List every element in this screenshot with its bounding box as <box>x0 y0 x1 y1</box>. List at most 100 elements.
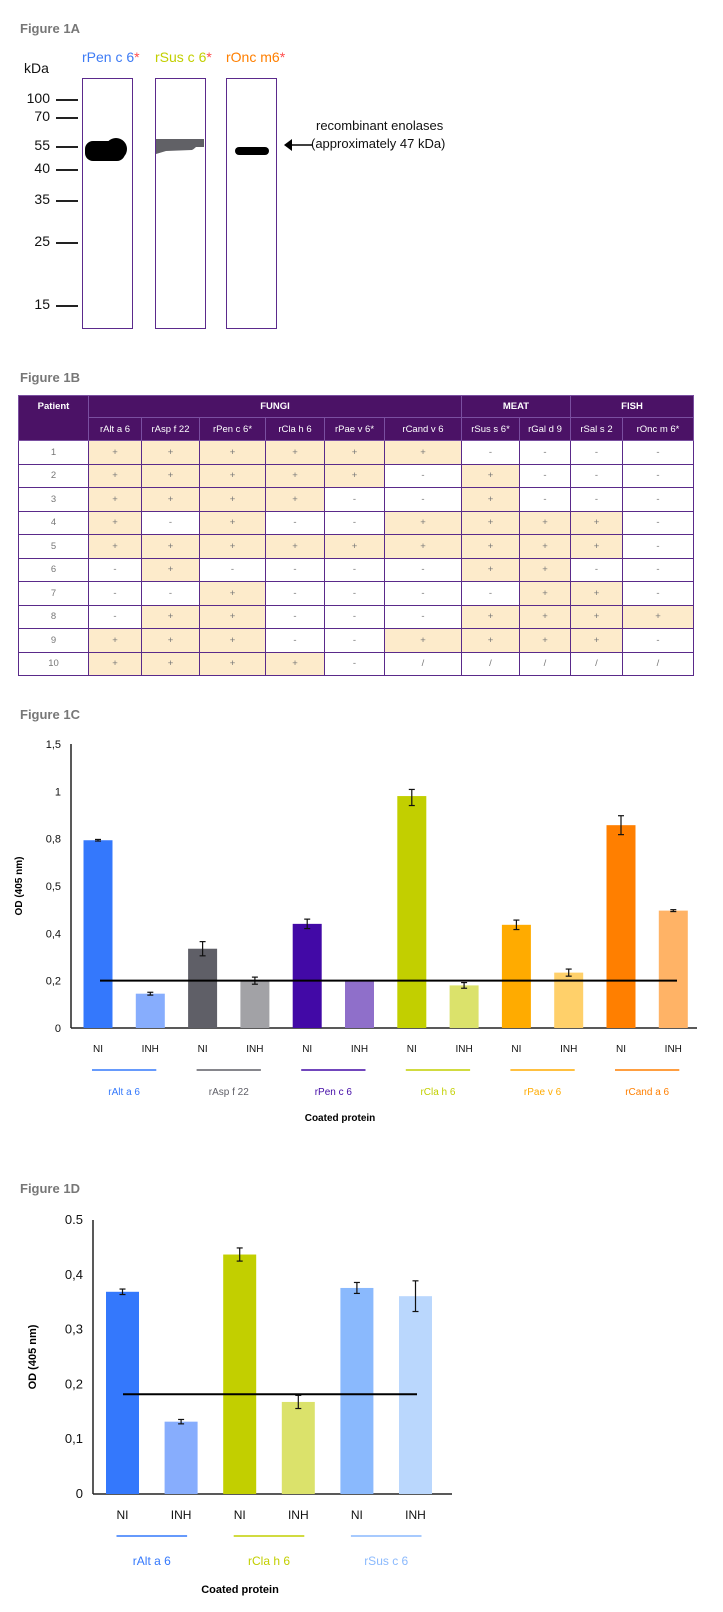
table-row: 3 + + + + - - + - - - <box>18 487 694 512</box>
reactivity-cell: - <box>265 604 325 629</box>
condition-label: INH <box>351 1044 368 1055</box>
marker-tick <box>56 242 78 244</box>
reactivity-cell: + <box>519 581 571 606</box>
reactivity-cell: - <box>461 440 520 465</box>
reactivity-cell: + <box>141 604 200 629</box>
arrow-left-icon <box>284 139 312 151</box>
reactivity-cell: - <box>384 487 462 512</box>
protein-band-edge <box>105 138 127 160</box>
bar-rcand-a-6-inh <box>658 910 688 1028</box>
marker-label: 35 <box>34 191 50 207</box>
reactivity-cell: + <box>88 487 142 512</box>
group-label: rAlt a 6 <box>108 1087 140 1098</box>
reactivity-cell: + <box>461 487 520 512</box>
lane-name: rSus c 6 <box>155 49 207 65</box>
marker-tick <box>56 169 78 171</box>
figure-1d-title: Figure 1D <box>20 1181 80 1196</box>
column-header: rCand v 6 <box>384 417 462 441</box>
reactivity-cell: + <box>88 534 142 559</box>
group-label: rCla h 6 <box>248 1554 290 1568</box>
column-header: rOnc m 6* <box>622 417 694 441</box>
reactivity-cell: / <box>461 651 520 676</box>
condition-label: NI <box>511 1044 521 1055</box>
reactivity-cell: - <box>622 463 694 488</box>
reactivity-cell: + <box>384 440 462 465</box>
condition-label: INH <box>560 1044 577 1055</box>
lane-label: rSus c 6* <box>155 49 212 65</box>
y-tick-label: 0,2 <box>65 1376 83 1391</box>
table-row: 10 + + + + - / / / / / <box>18 651 694 676</box>
condition-label: INH <box>171 1508 192 1522</box>
marker-label: 100 <box>26 90 50 106</box>
patient-cell: 3 <box>18 487 89 512</box>
reactivity-cell: - <box>622 534 694 559</box>
figure-1a-title: Figure 1A <box>20 21 80 36</box>
reactivity-cell: - <box>570 440 623 465</box>
reactivity-cell: - <box>141 581 200 606</box>
patient-cell: 4 <box>18 510 89 535</box>
reactivity-cell: + <box>461 604 520 629</box>
kda-label: kDa <box>24 60 49 76</box>
y-tick-label: 0,2 <box>46 976 61 988</box>
condition-label: INH <box>142 1044 159 1055</box>
reactivity-cell: - <box>324 628 385 653</box>
annotation-line1: recombinant enolases <box>316 118 444 133</box>
group-header-fish: FISH <box>570 395 694 418</box>
table-row: 7- - + - - - - + + - <box>18 581 694 606</box>
y-tick-label: 0.5 <box>65 1212 83 1227</box>
y-tick-label: 1,5 <box>46 739 61 751</box>
bar-rpae-v-6-inh <box>554 972 584 1028</box>
reactivity-cell: - <box>265 628 325 653</box>
y-axis-label: OD (405 nm) <box>27 1324 39 1389</box>
reactivity-cell: - <box>324 487 385 512</box>
reactivity-cell: + <box>199 581 266 606</box>
group-label: rAlt a 6 <box>133 1554 171 1568</box>
bar-rasp-f-22-ni <box>188 948 218 1028</box>
reactivity-cell: + <box>265 440 325 465</box>
table-row: 6- + - - - - + + - - <box>18 557 694 582</box>
lane-rpen-c6 <box>82 78 133 329</box>
figure-1b-title: Figure 1B <box>20 370 80 385</box>
reactivity-cell: + <box>141 557 200 582</box>
reactivity-cell: - <box>199 557 266 582</box>
reactivity-cell: + <box>519 628 571 653</box>
bar-rcla-h-6-ni <box>223 1254 257 1494</box>
reactivity-cell: - <box>622 487 694 512</box>
reactivity-cell: + <box>324 463 385 488</box>
reactivity-cell: - <box>324 651 385 676</box>
patient-cell: 9 <box>18 628 89 653</box>
reactivity-cell: + <box>384 510 462 535</box>
condition-label: NI <box>117 1508 129 1522</box>
bar-ralt-a-6-ni <box>83 840 113 1028</box>
reactivity-cell: - <box>384 604 462 629</box>
reactivity-cell: - <box>384 581 462 606</box>
reactivity-cell: + <box>141 628 200 653</box>
asterisk: * <box>134 49 140 65</box>
reactivity-cell: + <box>199 628 266 653</box>
reactivity-cell: + <box>199 487 266 512</box>
marker-label: 70 <box>34 108 50 124</box>
reactivity-cell: - <box>141 510 200 535</box>
column-header: rPen c 6* <box>199 417 266 441</box>
lane-name: rOnc m6 <box>226 49 280 65</box>
table-row: 8- + + - - - + + + + <box>18 604 694 629</box>
figure-1c-title: Figure 1C <box>20 707 80 722</box>
marker-label: 15 <box>34 296 50 312</box>
y-tick-label: 0 <box>76 1486 83 1501</box>
condition-label: INH <box>665 1044 682 1055</box>
reactivity-cell: + <box>461 510 520 535</box>
reactivity-cell: + <box>570 628 623 653</box>
lane-ronc-m6 <box>226 78 277 329</box>
reactivity-cell: - <box>384 463 462 488</box>
reactivity-cell: - <box>265 557 325 582</box>
figure-1d-chart: 0 0,1 0,2 0,3 0,4 0.5 OD (405 nm) NI INH rAlt a 6… <box>27 1212 452 1596</box>
reactivity-cell: + <box>199 534 266 559</box>
bar-rpen-c-6-ni <box>292 923 322 1028</box>
reactivity-cell: + <box>384 534 462 559</box>
lane-rsus-c6 <box>155 78 206 329</box>
group-label: rCla h 6 <box>420 1087 455 1098</box>
reactivity-cell: - <box>622 628 694 653</box>
condition-label: INH <box>288 1508 309 1522</box>
group-header-meat: MEAT <box>461 395 571 418</box>
reactivity-cell: - <box>622 581 694 606</box>
